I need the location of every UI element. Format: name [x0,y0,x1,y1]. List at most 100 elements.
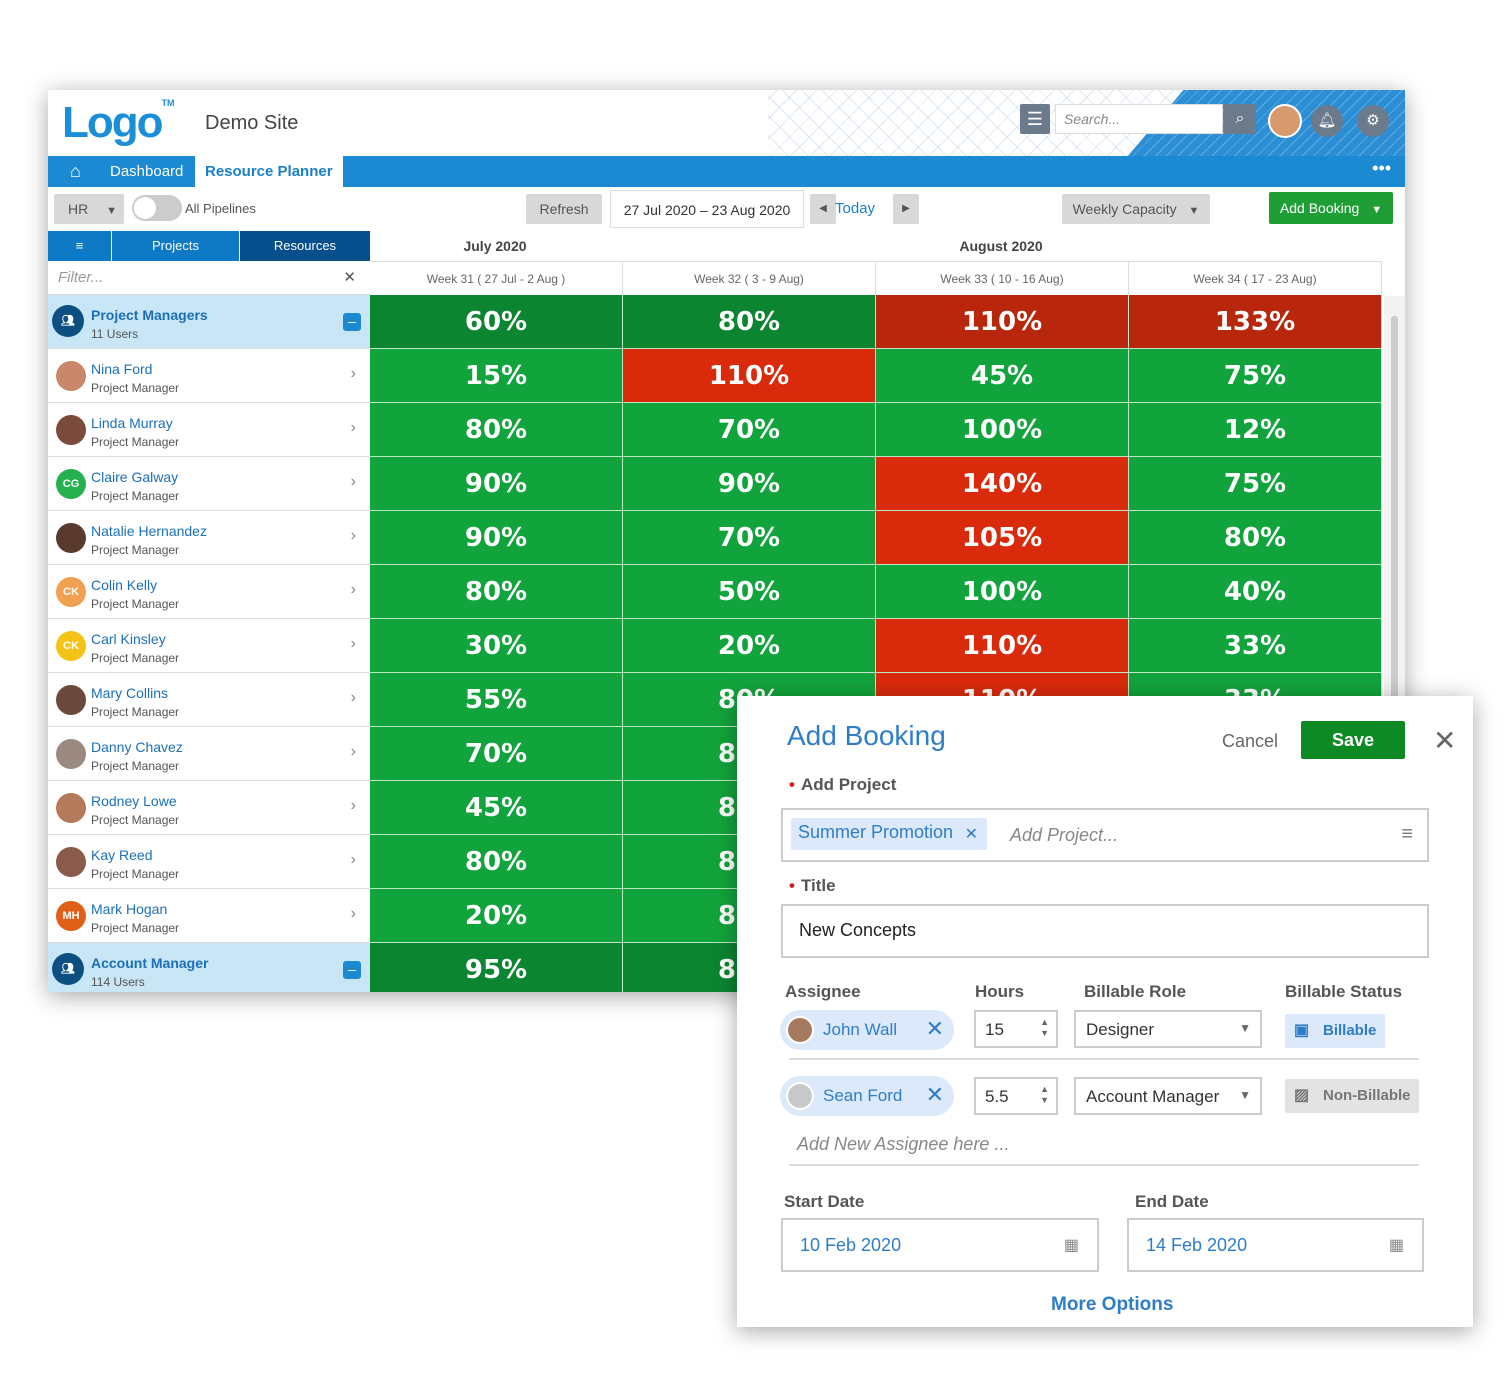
capacity-cell[interactable]: 100% [876,565,1129,619]
role-select[interactable]: Account Manager ▼ [1074,1077,1262,1115]
department-select[interactable]: HR ▼ [54,194,124,224]
capacity-cell[interactable]: 105% [876,511,1129,565]
capacity-cell[interactable]: 75% [1129,349,1382,403]
stepper-arrows-icon[interactable]: ▲ ▼ [1040,1084,1049,1105]
capacity-cell[interactable]: 70% [623,403,876,457]
more-icon[interactable]: ••• [1372,158,1391,178]
capacity-cell[interactable]: 15% [370,349,623,403]
tab-resources[interactable]: Resources [239,231,370,261]
capacity-cell[interactable]: 30% [370,619,623,673]
remove-icon[interactable]: ✕ [925,1016,944,1041]
cancel-button[interactable]: Cancel [1222,731,1279,751]
chevron-right-icon[interactable]: › [350,851,356,868]
new-assignee-input[interactable]: Add New Assignee here ... [797,1134,1010,1154]
capacity-cell[interactable]: 20% [623,619,876,673]
capacity-cell[interactable]: 110% [876,295,1129,349]
resource-row[interactable]: CK Carl Kinsley Project Manager › [48,619,370,673]
resource-row[interactable]: Rodney Lowe Project Manager › [48,781,370,835]
capacity-cell[interactable]: 45% [876,349,1129,403]
capacity-cell[interactable]: 12% [1129,403,1382,457]
project-field[interactable]: Summer Promotion ✕ Add Project... ≡ [781,808,1429,862]
group-row[interactable]: 👥︎ Account Manager 114 Users – [48,943,370,992]
filter-icon[interactable]: ≡ [75,238,84,253]
capacity-cell[interactable]: 140% [876,457,1129,511]
capacity-cell[interactable]: 80% [623,295,876,349]
resource-row[interactable]: MH Mark Hogan Project Manager › [48,889,370,943]
calendar-icon[interactable]: ▦ [1063,1237,1079,1254]
capacity-cell[interactable]: 133% [1129,295,1382,349]
chevron-right-icon[interactable]: › [350,635,356,652]
chevron-right-icon[interactable]: › [350,581,356,598]
chevron-right-icon[interactable]: › [350,689,356,706]
add-booking-button[interactable]: Add Booking ▼ [1269,192,1393,224]
capacity-cell[interactable]: 75% [1129,457,1382,511]
nav-dashboard[interactable]: Dashboard [110,163,184,180]
close-icon[interactable]: ✕ [1433,725,1457,756]
nav-resource-planner[interactable]: Resource Planner [195,156,343,187]
close-icon[interactable]: ✕ [343,269,356,286]
search-icon[interactable]: ⌕ [1224,104,1256,134]
more-options-link[interactable]: More Options [1051,1294,1174,1315]
bell-icon[interactable]: 🔔︎ [1311,105,1343,137]
gear-icon[interactable]: ⚙ [1357,105,1389,137]
menu-icon[interactable]: ☰ [1020,104,1050,134]
save-button[interactable]: Save [1301,721,1405,759]
capacity-cell[interactable]: 20% [370,889,623,943]
pipelines-toggle[interactable] [132,195,182,221]
title-input[interactable]: New Concepts [781,904,1429,958]
chevron-right-icon[interactable]: › [350,527,356,544]
role-select[interactable]: Designer ▼ [1074,1010,1262,1048]
capacity-cell[interactable]: 80% [370,565,623,619]
chevron-right-icon[interactable]: › [350,743,356,760]
next-icon[interactable]: ▶ [893,194,919,224]
capacity-cell[interactable]: 80% [370,403,623,457]
capacity-cell[interactable]: 33% [1129,619,1382,673]
status-badge[interactable]: ▨ Non-Billable [1285,1079,1419,1113]
user-avatar[interactable] [1268,104,1302,138]
capacity-cell[interactable]: 60% [370,295,623,349]
hours-stepper[interactable]: 15 ▲ ▼ [974,1010,1058,1048]
today-button[interactable]: Today [835,200,876,217]
resource-row[interactable]: Nina Ford Project Manager › [48,349,370,403]
tab-projects[interactable]: Projects [111,231,239,261]
collapse-icon[interactable]: – [343,313,361,331]
resource-row[interactable]: Natalie Hernandez Project Manager › [48,511,370,565]
capacity-cell[interactable]: 45% [370,781,623,835]
capacity-cell[interactable]: 70% [370,727,623,781]
chevron-right-icon[interactable]: › [350,797,356,814]
resource-row[interactable]: Kay Reed Project Manager › [48,835,370,889]
home-icon[interactable]: ⌂ [70,161,81,181]
filter-icon[interactable]: ≡ [1401,823,1413,845]
capacity-cell[interactable]: 110% [876,619,1129,673]
search-input[interactable]: Search... [1055,104,1223,134]
logo[interactable]: LogoTM [62,98,175,148]
stepper-arrows-icon[interactable]: ▲ ▼ [1040,1017,1049,1038]
start-date-input[interactable]: 10 Feb 2020 ▦ [781,1218,1099,1272]
capacity-cell[interactable]: 70% [623,511,876,565]
filter-input[interactable]: Filter... ✕ [48,261,370,295]
resource-row[interactable]: CK Colin Kelly Project Manager › [48,565,370,619]
chevron-right-icon[interactable]: › [350,905,356,922]
capacity-cell[interactable]: 90% [623,457,876,511]
resource-row[interactable]: CG Claire Galway Project Manager › [48,457,370,511]
capacity-cell[interactable]: 100% [876,403,1129,457]
group-row[interactable]: 👥︎ Project Managers 11 Users – [48,295,370,349]
date-range[interactable]: 27 Jul 2020 – 23 Aug 2020 [610,190,804,228]
resource-row[interactable]: Linda Murray Project Manager › [48,403,370,457]
capacity-cell[interactable]: 90% [370,511,623,565]
calendar-icon[interactable]: ▦ [1388,1237,1404,1254]
capacity-select[interactable]: Weekly Capacity ▼ [1062,194,1210,224]
chevron-right-icon[interactable]: › [350,419,356,436]
remove-icon[interactable]: ✕ [925,1082,944,1107]
end-date-input[interactable]: 14 Feb 2020 ▦ [1127,1218,1424,1272]
hours-stepper[interactable]: 5.5 ▲ ▼ [974,1077,1058,1115]
capacity-cell[interactable]: 55% [370,673,623,727]
capacity-cell[interactable]: 50% [623,565,876,619]
capacity-cell[interactable]: 95% [370,943,623,992]
capacity-cell[interactable]: 90% [370,457,623,511]
capacity-cell[interactable]: 80% [1129,511,1382,565]
capacity-cell[interactable]: 110% [623,349,876,403]
capacity-cell[interactable]: 80% [370,835,623,889]
collapse-icon[interactable]: – [343,961,361,979]
resource-row[interactable]: Mary Collins Project Manager › [48,673,370,727]
